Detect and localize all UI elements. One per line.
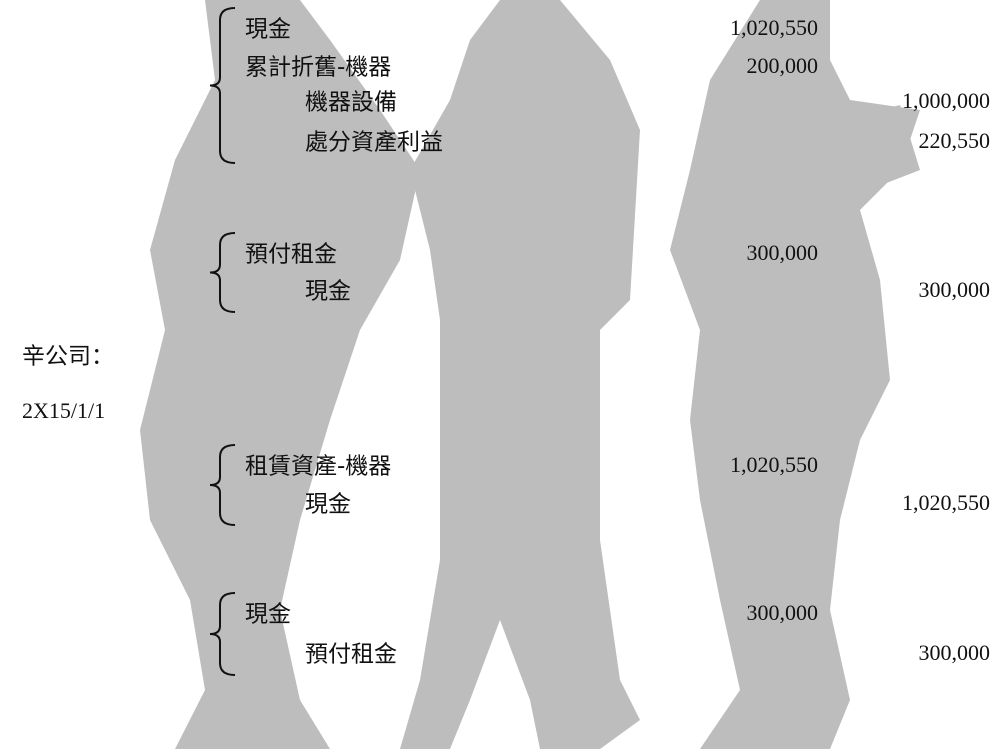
debit-amount: 1,020,550 xyxy=(730,15,818,40)
debit-amount: 200,000 xyxy=(747,53,819,78)
credit-amount: 1,000,000 xyxy=(902,88,990,113)
background-silhouettes xyxy=(140,0,920,749)
account-name: 現金 xyxy=(305,279,351,305)
account-name: 處分資產利益 xyxy=(305,130,443,156)
debit-amount: 300,000 xyxy=(747,240,819,265)
brace xyxy=(209,444,236,526)
brace xyxy=(209,592,236,676)
account-name: 預付租金 xyxy=(305,642,397,668)
brace xyxy=(209,7,236,164)
account-name: 累計折舊-機器 xyxy=(245,55,391,81)
credit-amount: 220,550 xyxy=(919,128,991,153)
credit-amount: 300,000 xyxy=(919,640,991,665)
debit-amount: 1,020,550 xyxy=(730,452,818,477)
account-name: 現金 xyxy=(245,602,291,628)
account-name: 現金 xyxy=(245,17,291,43)
credit-amount: 300,000 xyxy=(919,277,991,302)
company-name: 辛公司： xyxy=(22,344,114,370)
debit-amount: 300,000 xyxy=(747,600,819,625)
account-name: 預付租金 xyxy=(245,242,337,268)
brace xyxy=(209,232,236,313)
account-name: 機器設備 xyxy=(305,90,397,116)
account-name: 租賃資產-機器 xyxy=(245,454,391,480)
account-name: 現金 xyxy=(305,492,351,518)
entry-date: 2X15/1/1 xyxy=(22,398,105,423)
credit-amount: 1,020,550 xyxy=(902,490,990,515)
